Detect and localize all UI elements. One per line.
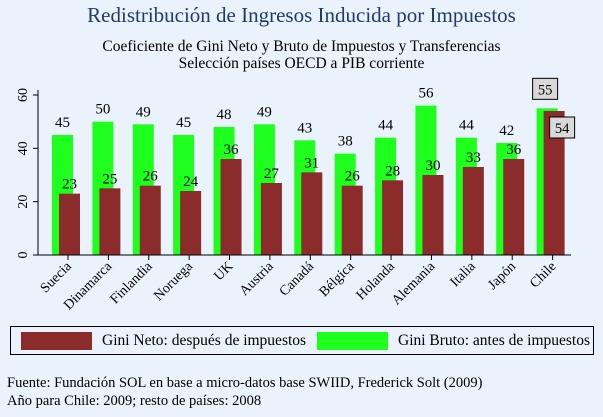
data-label-bruto-8: 44 [378,118,394,134]
bar-neto-3 [180,191,202,255]
y-tick-label-3: 60 [16,88,31,102]
data-label-neto-3: 24 [183,174,199,190]
x-category-label-4: UK [211,259,236,284]
bar-neto-6 [301,172,323,255]
bar-neto-11 [503,159,525,255]
data-label-neto-6: 31 [304,155,319,171]
data-label-neto-8: 28 [385,163,400,179]
chart-subtitle-line1: Coeficiente de Gini Neto y Bruto de Impu… [102,38,501,55]
bar-neto-2 [139,185,161,255]
y-tick-label-0: 0 [16,252,31,259]
bar-neto-5 [260,183,282,255]
bar-neto-8 [382,180,404,255]
data-label-neto-1: 25 [102,171,117,187]
x-category-label-7: Bélgica [317,259,358,300]
bar-neto-1 [99,188,121,255]
legend-label-bruto: Gini Bruto: antes de impuestos [398,332,591,349]
y-tick-label-2: 40 [16,141,31,155]
data-label-bruto-11: 42 [499,123,514,139]
data-label-neto-11: 36 [506,142,522,158]
data-label-box-neto-12 [549,116,576,139]
data-label-bruto-6: 43 [297,120,312,136]
x-category-label-6: Canadá [277,259,318,300]
data-label-bruto-5: 49 [257,104,272,120]
bar-neto-12 [543,111,565,255]
data-label-neto-5: 27 [264,166,280,182]
chart-subtitle-line2: Selección países OECD a PIB corriente [178,55,425,72]
data-label-bruto-12: 55 [538,82,553,98]
legend-swatch-neto [21,332,92,350]
data-label-neto-9: 30 [425,158,440,174]
data-label-bruto-0: 45 [55,115,70,131]
footnote-source: Fuente: Fundación SOL en base a micro-da… [7,375,483,391]
data-label-bruto-2: 49 [136,104,151,120]
bar-neto-10 [462,167,484,255]
x-category-label-3: Noruega [151,259,196,304]
bar-chart: 02040604523Suecia5025Dinamarca4926Finlan… [16,77,576,313]
data-label-bruto-7: 38 [338,134,353,150]
data-label-neto-4: 36 [224,142,240,158]
bar-neto-0 [59,193,80,255]
legend-label-neto: Gini Neto: después de impuestos [102,332,307,349]
x-category-label-5: Austria [237,259,277,299]
chart-title: Redistribución de Ingresos Inducida por … [87,3,516,27]
data-label-neto-7: 26 [345,169,361,185]
y-tick-label-1: 20 [16,195,31,209]
data-label-bruto-9: 56 [418,86,434,102]
x-category-label-2: Finlandia [108,259,157,308]
data-label-bruto-10: 44 [459,118,475,134]
data-label-bruto-1: 50 [95,102,110,118]
legend-swatch-bruto [317,332,388,350]
bar-neto-7 [341,185,363,255]
data-label-neto-10: 33 [466,150,481,166]
chart-legend: Gini Neto: después de impuestos Gini Bru… [10,326,594,355]
x-category-label-11: Japón [485,259,519,293]
data-label-bruto-4: 48 [217,107,232,123]
data-label-box-bruto-12 [532,77,559,100]
x-category-label-0: Suecia [38,259,76,297]
x-category-label-12: Chile [527,259,559,291]
data-label-neto-0: 23 [62,177,77,193]
footnote-years: Año para Chile: 2009; resto de países: 2… [7,393,262,409]
bar-neto-9 [422,175,444,255]
data-label-neto-2: 26 [143,169,159,185]
data-label-neto-12: 54 [555,121,570,137]
bar-neto-4 [220,159,242,255]
x-category-label-10: Italia [448,259,479,290]
x-category-label-9: Alemania [389,259,439,309]
data-label-bruto-3: 45 [176,115,191,131]
